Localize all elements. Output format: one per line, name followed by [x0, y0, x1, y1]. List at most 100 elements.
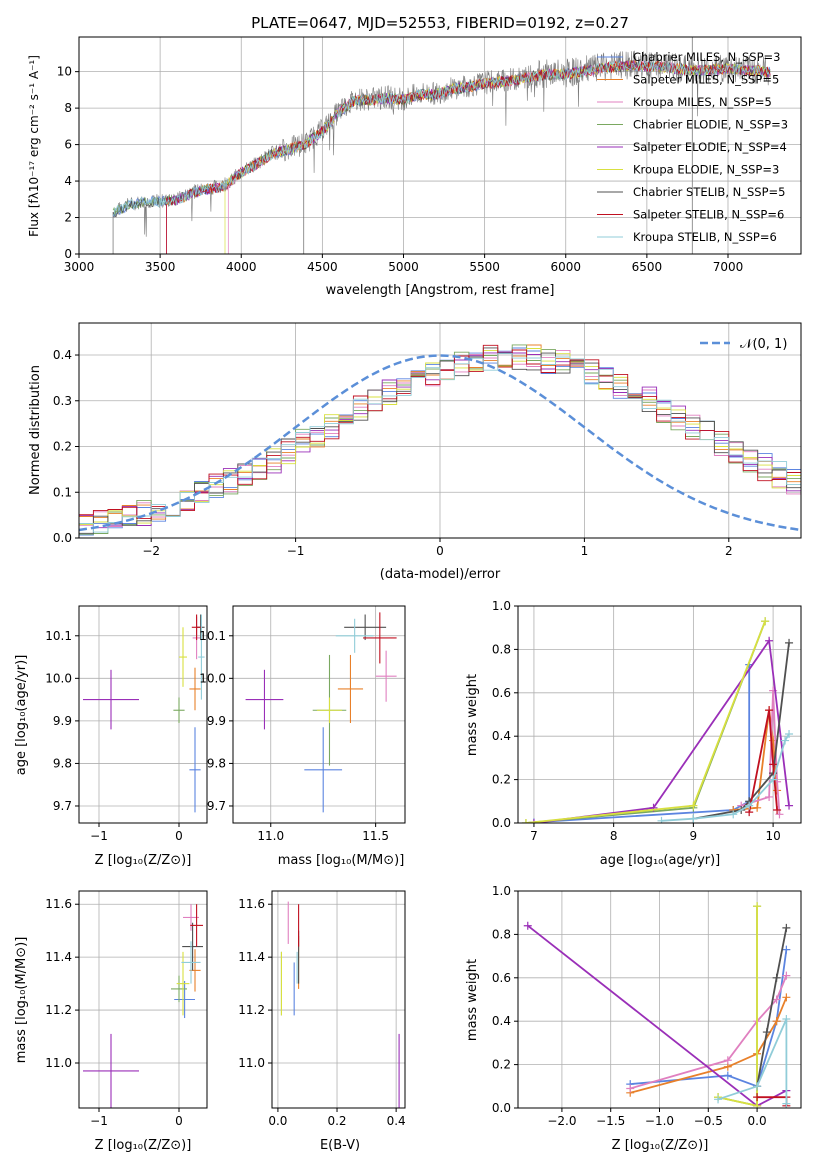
data-point [782, 1099, 791, 1108]
data-point [723, 1071, 732, 1080]
x-tick-label: 0.4 [387, 1114, 406, 1128]
grid-lines [272, 891, 405, 1108]
axes-frame [517, 605, 802, 824]
y-axis-label: Normed distribution [28, 365, 43, 495]
y-tick-label: 1.0 [492, 599, 511, 613]
y-tick-label: 0.6 [492, 686, 511, 700]
y-tick-label: 9.7 [207, 799, 226, 813]
data-point [753, 1082, 762, 1091]
y-tick-label: 10.1 [199, 629, 226, 643]
x-tick-label: 0 [436, 544, 444, 558]
y-tick-label: 9.9 [207, 714, 226, 728]
x-tick-label: −1 [90, 1114, 108, 1128]
series-kroupa-miles [737, 686, 784, 819]
model-spectrum-kroupa-elodie [224, 60, 771, 254]
data-point [689, 801, 698, 810]
axes-frame [232, 605, 406, 824]
series-salpeter-elodie [529, 636, 794, 823]
y-tick-label: 0.2 [492, 1058, 511, 1072]
legend-entry: Chabrier MILES, N_SSP=3 [633, 50, 780, 64]
series-chabrier-stelib [753, 923, 791, 1091]
data-point [769, 775, 778, 784]
data-point [753, 1101, 762, 1108]
x-axis-label: Z [log₁₀(Z/Z⊙)] [95, 1138, 192, 1153]
y-tick-label: 10.1 [45, 629, 72, 643]
y-tick-label: 0.4 [53, 348, 72, 362]
data-point [689, 814, 698, 823]
grid-lines [233, 606, 405, 823]
axes-frame [78, 890, 208, 1109]
x-tick-label: 5000 [388, 260, 419, 274]
errorbar-kroupa-stelib [335, 618, 374, 653]
y-tick-label: 11.2 [45, 1003, 72, 1017]
y-tick-label: 6 [64, 138, 72, 152]
errorbar-salpeter-elodie [83, 1033, 139, 1108]
x-axis-label: Z [log₁₀(Z/Z⊙)] [95, 853, 192, 868]
x-tick-label: 0.2 [327, 1114, 346, 1128]
data-point [762, 1028, 771, 1037]
y-axis-label: age [log₁₀(age/yr)] [14, 655, 29, 776]
residuals-histogram: −2 −1 0 1 2 0.0 0.1 0.2 0.3 0.4 (data-model)/error… [28, 322, 802, 582]
errorbar-chabrier-miles [304, 727, 343, 813]
x-axis-label: (data-model)/error [380, 567, 501, 582]
grid-lines [79, 891, 207, 1108]
legend-entry: Kroupa ELODIE, N_SSP=3 [633, 163, 779, 177]
errorbar-salpeter-stelib [190, 904, 203, 947]
y-tick-label: 0.4 [492, 729, 511, 743]
y-tick-label: 11.6 [45, 897, 72, 911]
x-tick-label: −1.5 [596, 1114, 625, 1128]
legend-entry: Kroupa STELIB, N_SSP=6 [633, 230, 777, 244]
y-tick-label: 0.2 [53, 440, 72, 454]
axes-frame [517, 890, 802, 1109]
errorbar-kroupa-elodie [316, 697, 343, 724]
age-vs-mass-plot: 11.0 11.5 9.7 9.8 9.9 10.0 10.1 mass [log₁₀(M/M… [199, 605, 406, 868]
x-tick-label: −1 [90, 829, 108, 843]
y-tick-label: 9.8 [207, 756, 226, 770]
x-tick-label: 11.0 [257, 829, 284, 843]
model-spectrum-kroupa-stelib [112, 61, 771, 217]
errorbar-chabrier-miles [189, 727, 201, 813]
x-tick-label: 0.0 [748, 1114, 767, 1128]
y-axis-label: Flux [fλ10⁻¹⁷ erg cm⁻² s⁻¹ A⁻¹] [27, 55, 41, 237]
age-vs-metallicity-plot: −1 0 9.7 9.8 9.9 10.0 10.1 Z [log₁₀(Z/Z⊙)] age [… [14, 605, 208, 868]
data-point [782, 923, 791, 932]
errorbar-salpeter-stelib [191, 614, 202, 641]
data-point [657, 816, 666, 823]
y-tick-label: 11.6 [238, 897, 265, 911]
x-tick-label: 6000 [550, 260, 581, 274]
y-tick-label: 11.4 [238, 950, 265, 964]
legend-entry: Chabrier STELIB, N_SSP=5 [633, 185, 785, 199]
data-point [723, 1056, 732, 1065]
y-tick-label: 0 [64, 247, 72, 261]
x-axis-label: E(B-V) [320, 1138, 360, 1153]
data-point [626, 1084, 635, 1093]
x-tick-label: 9 [690, 829, 698, 843]
x-tick-label: −1 [287, 544, 305, 558]
model-spectrum-salpeter-elodie [166, 60, 771, 254]
normal-curve [78, 354, 802, 532]
x-tick-label: −0.5 [694, 1114, 723, 1128]
x-tick-label: −1.0 [645, 1114, 674, 1128]
data-point [765, 706, 774, 715]
x-tick-label: 4500 [307, 260, 338, 274]
x-tick-label: 7 [530, 829, 538, 843]
y-tick-label: 11.2 [238, 1003, 265, 1017]
y-tick-label: 0.1 [53, 485, 72, 499]
x-tick-label: 5500 [469, 260, 500, 274]
errorbar-kroupa-stelib [181, 941, 201, 984]
data-point [773, 805, 782, 814]
data-point [785, 730, 794, 739]
errorbar-chabrier-stelib [182, 922, 203, 971]
series-chabrier-elodie [521, 617, 770, 823]
series-line [756, 927, 788, 1087]
x-tick-label: 1 [581, 544, 589, 558]
data-point [785, 801, 794, 810]
y-tick-label: 0.0 [53, 531, 72, 545]
errorbar-kroupa-elodie [176, 951, 190, 1016]
y-tick-label: 0.6 [492, 971, 511, 985]
y-tick-label: 0.3 [53, 394, 72, 408]
errorbar-salpeter-elodie [83, 669, 139, 730]
x-tick-label: 3500 [145, 260, 176, 274]
x-tick-label: 0.0 [268, 1114, 287, 1128]
